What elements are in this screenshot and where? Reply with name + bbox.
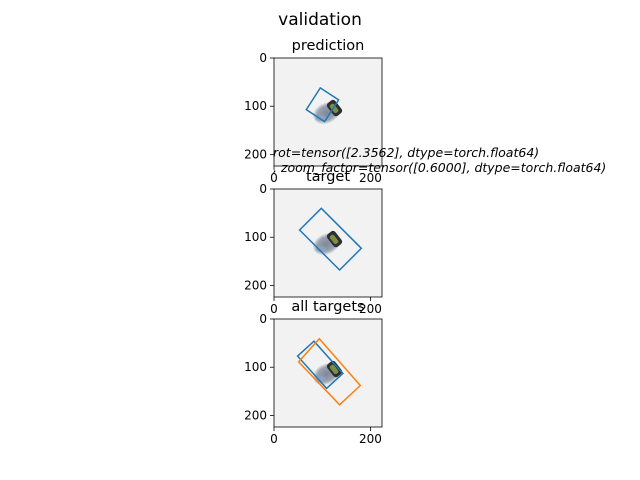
x-tick-label: 200 (359, 432, 382, 446)
figure-title: validation (278, 10, 362, 30)
bounding-box-1 (305, 86, 340, 123)
panel-title: all targets (291, 299, 364, 315)
axes-frame (273, 318, 383, 428)
x-tick-label: 0 (270, 302, 278, 316)
panel-title: target (306, 169, 350, 185)
y-tick-label: 100 (244, 230, 267, 244)
y-tick-label: 0 (259, 182, 267, 196)
annotation-line-1: rot=tensor([2.3562], dtype=torch.float64… (273, 145, 539, 160)
x-tick-label: 0 (270, 171, 278, 185)
x-tick-label: 200 (359, 171, 382, 185)
x-tick-label: 200 (359, 302, 382, 316)
y-tick-label: 100 (244, 360, 267, 374)
y-tick-label: 200 (244, 147, 267, 161)
axes-frame (273, 188, 383, 298)
y-tick-label: 100 (244, 99, 267, 113)
axes-frame (273, 57, 383, 167)
bounding-box-2 (297, 337, 362, 406)
bounding-box-1 (296, 340, 344, 390)
panel-title: prediction (292, 38, 365, 54)
x-tick-label: 0 (270, 432, 278, 446)
annotation-line-2: , zoom_factor=tensor([0.6000], dtype=tor… (273, 160, 606, 175)
object-illustration (313, 360, 343, 385)
y-tick-label: 200 (244, 278, 267, 292)
y-tick-label: 0 (259, 51, 267, 65)
y-tick-label: 0 (259, 312, 267, 326)
bounding-box-1 (298, 207, 363, 272)
y-tick-label: 200 (244, 408, 267, 422)
